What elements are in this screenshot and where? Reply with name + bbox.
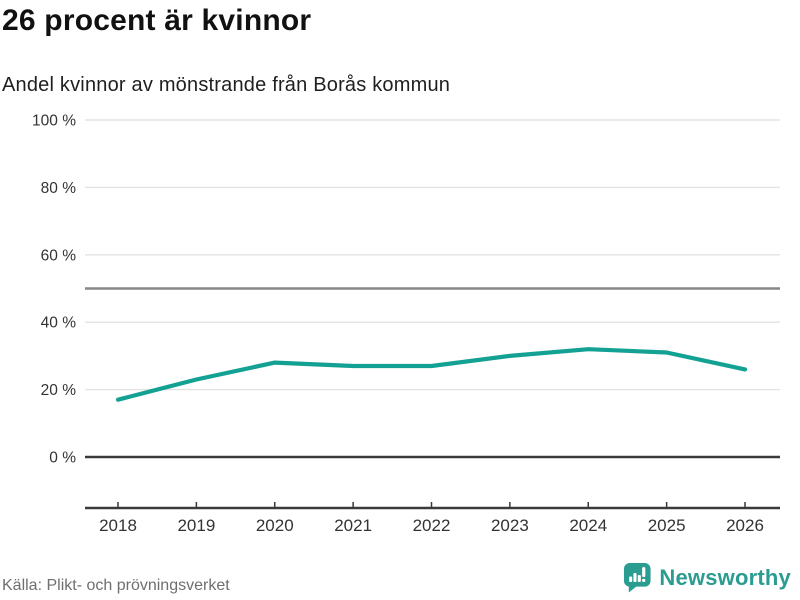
newsworthy-logo-text: Newsworthy	[659, 564, 791, 590]
data-line	[115, 347, 748, 402]
y-axis-label: 20 %	[41, 382, 77, 399]
y-axis-label: 60 %	[41, 247, 77, 264]
y-axis-label: 0 %	[49, 450, 76, 467]
y-axis-label: 80 %	[41, 180, 77, 197]
x-axis-label: 2024	[569, 516, 607, 535]
y-axis-label: 100 %	[32, 113, 76, 130]
chart-subtitle: Andel kvinnor av mönstrande från Borås k…	[2, 74, 451, 96]
x-axis-label: 2026	[726, 516, 764, 535]
x-axis-label: 2019	[177, 516, 215, 535]
x-axis-label: 2021	[334, 516, 372, 535]
x-axis-label: 2025	[648, 516, 686, 535]
newsworthy-logo: Newsworthy	[623, 562, 791, 593]
x-axis-label: 2020	[256, 516, 294, 535]
chart-title: 26 procent är kvinnor	[2, 4, 312, 37]
x-axis-label: 2023	[491, 516, 529, 535]
x-axis-label: 2018	[99, 516, 137, 535]
x-axis-label: 2022	[413, 516, 451, 535]
y-axis-label: 40 %	[41, 315, 77, 332]
newsworthy-logo-icon	[624, 563, 651, 593]
source-note: Källa: Plikt- och prövningsverket	[2, 577, 230, 594]
